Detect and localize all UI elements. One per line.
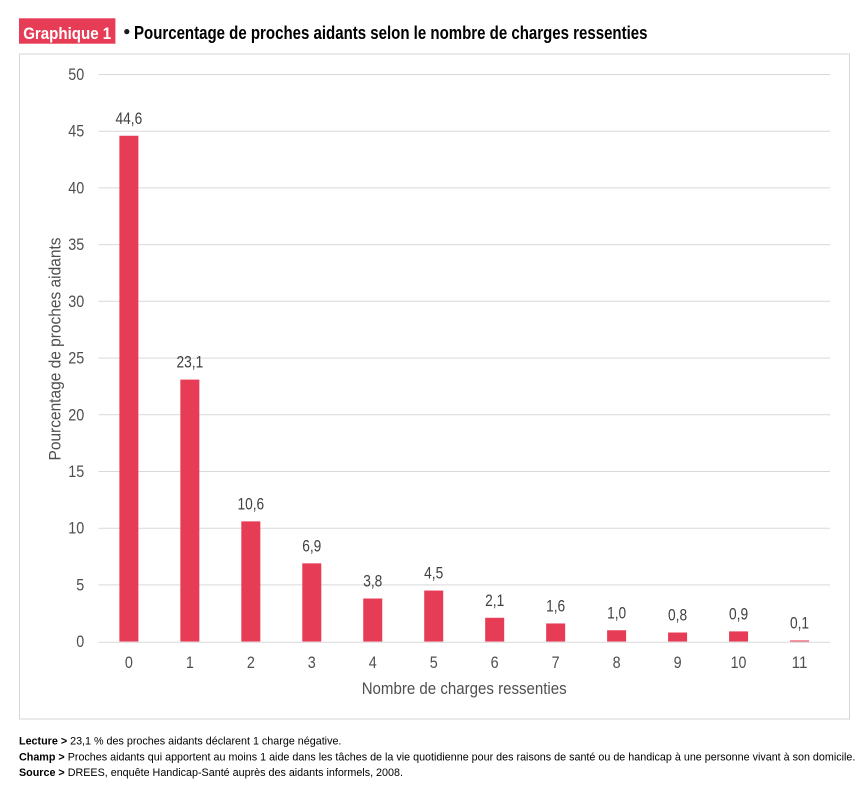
svg-text:Graphique 1: Graphique 1 bbox=[23, 24, 111, 43]
svg-text:Champ > Proches aidants qui ap: Champ > Proches aidants qui apportent au… bbox=[19, 752, 855, 764]
svg-text:10,6: 10,6 bbox=[237, 495, 264, 513]
svg-text:Pourcentage de proches aidants: Pourcentage de proches aidants bbox=[47, 238, 65, 461]
svg-text:20: 20 bbox=[68, 406, 84, 424]
svg-text:3: 3 bbox=[308, 654, 316, 672]
svg-text:25: 25 bbox=[68, 350, 84, 368]
svg-text:1,6: 1,6 bbox=[546, 597, 565, 615]
svg-text:5: 5 bbox=[76, 576, 84, 594]
svg-text:5: 5 bbox=[430, 654, 438, 672]
svg-text:1,0: 1,0 bbox=[607, 604, 626, 622]
svg-text:8: 8 bbox=[613, 654, 621, 672]
svg-text:0: 0 bbox=[125, 654, 133, 672]
svg-text:30: 30 bbox=[68, 293, 84, 311]
svg-text:Lecture > 23,1 % des proches a: Lecture > 23,1 % des proches aidants déc… bbox=[19, 736, 341, 748]
svg-text:Nombre de charges ressenties: Nombre de charges ressenties bbox=[362, 680, 567, 698]
svg-text:0,9: 0,9 bbox=[729, 605, 748, 623]
svg-text:44,6: 44,6 bbox=[116, 110, 143, 128]
svg-text:45: 45 bbox=[68, 123, 84, 141]
svg-text:9: 9 bbox=[674, 654, 682, 672]
svg-text:Source > DREES, enquête Handic: Source > DREES, enquête Handicap-Santé a… bbox=[19, 767, 403, 779]
svg-text:4,5: 4,5 bbox=[424, 565, 443, 583]
svg-text:0,8: 0,8 bbox=[668, 607, 687, 625]
svg-text:23,1: 23,1 bbox=[177, 354, 204, 372]
svg-text:6: 6 bbox=[491, 654, 499, 672]
svg-text:2: 2 bbox=[247, 654, 255, 672]
svg-text:10: 10 bbox=[731, 654, 747, 672]
svg-text:10: 10 bbox=[68, 520, 84, 538]
svg-text:11: 11 bbox=[792, 654, 808, 672]
svg-text:7: 7 bbox=[552, 654, 560, 672]
svg-text:2,1: 2,1 bbox=[485, 592, 504, 610]
svg-text:35: 35 bbox=[68, 236, 84, 254]
svg-text:15: 15 bbox=[68, 463, 84, 481]
svg-text:1: 1 bbox=[186, 654, 194, 672]
svg-text:40: 40 bbox=[68, 179, 84, 197]
svg-text:0: 0 bbox=[76, 633, 84, 651]
svg-text:50: 50 bbox=[68, 66, 84, 84]
svg-text:Pourcentage de proches aidants: Pourcentage de proches aidants selon le … bbox=[134, 22, 648, 43]
svg-text:6,9: 6,9 bbox=[302, 537, 321, 555]
svg-text:4: 4 bbox=[369, 654, 377, 672]
svg-text:3,8: 3,8 bbox=[363, 573, 382, 591]
svg-text:0,1: 0,1 bbox=[790, 614, 809, 632]
